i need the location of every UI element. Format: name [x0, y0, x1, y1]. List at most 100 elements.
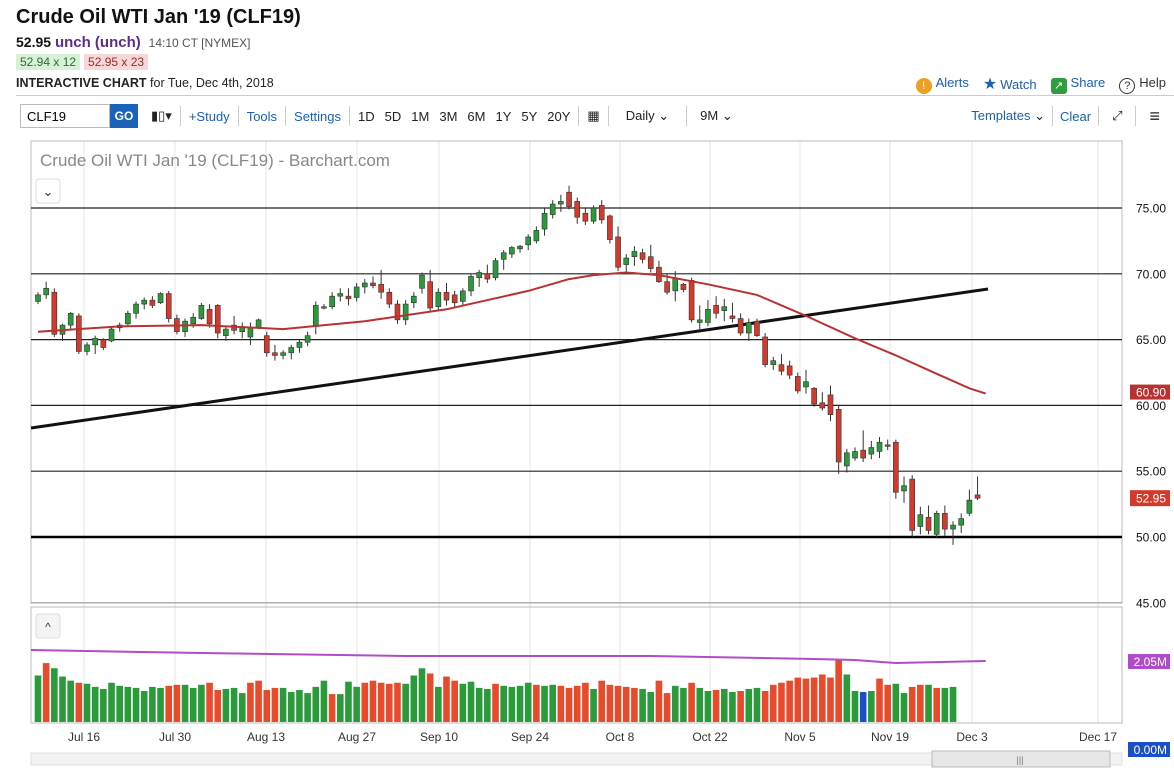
range-1d[interactable]: 1D: [358, 108, 375, 124]
range-1y[interactable]: 1Y: [495, 108, 512, 124]
chevron-down-icon: ⌄: [1034, 108, 1045, 123]
period-select[interactable]: 9M ⌄: [690, 108, 743, 124]
candle: [795, 372, 801, 394]
candle: [868, 440, 875, 460]
go-button[interactable]: GO: [110, 104, 138, 128]
candle: [958, 513, 965, 534]
svg-text:65.00: 65.00: [1136, 333, 1166, 347]
symbol-input[interactable]: [20, 104, 110, 128]
volume-bar: [655, 680, 663, 722]
chart-title: Crude Oil WTI Jan '19 (CLF19) - Barchart…: [40, 151, 390, 170]
candle: [623, 254, 630, 273]
volume-bar: [933, 687, 940, 722]
volume-bar: [917, 684, 924, 722]
candle: [607, 214, 613, 244]
watch-link[interactable]: ★ Watch: [983, 74, 1037, 94]
candle: [672, 271, 679, 302]
trend-line[interactable]: [30, 287, 989, 430]
volume-bar: [770, 684, 777, 722]
volume-bar: [786, 680, 793, 722]
help-link[interactable]: ? Help: [1119, 75, 1166, 94]
range-6m[interactable]: 6M: [467, 108, 486, 124]
price-tick: 75.00: [1130, 200, 1170, 216]
candle: [76, 313, 82, 355]
scrollbar-thumb[interactable]: [931, 750, 1111, 768]
candle: [688, 277, 695, 323]
volume-bar: [876, 678, 883, 722]
volume-bar: [263, 689, 271, 722]
candle: [157, 292, 164, 305]
price-tick: 45.00: [1130, 594, 1170, 611]
range-1m[interactable]: 1M: [411, 108, 430, 124]
volume-bar: [729, 692, 736, 722]
candle: [206, 304, 213, 328]
volume-bar: [614, 685, 622, 722]
volume-bar: [737, 691, 744, 722]
scrollbar[interactable]: |||: [30, 750, 1123, 768]
alerts-label: Alerts: [935, 74, 969, 90]
collapse-volume-button[interactable]: ^: [35, 613, 61, 639]
divider: [1135, 106, 1137, 126]
menu-icon[interactable]: ≡: [1149, 105, 1160, 126]
volume-bar: [91, 686, 99, 722]
volume-bar: [132, 687, 140, 722]
tools-button[interactable]: Tools: [246, 108, 278, 124]
volume-bar: [328, 694, 336, 722]
candle: [517, 244, 523, 253]
volume-bar: [173, 684, 181, 722]
candle: [165, 290, 172, 323]
interval-select[interactable]: Daily ⌄: [612, 108, 683, 124]
volume-bar: [59, 676, 66, 722]
range-5y[interactable]: 5Y: [521, 108, 538, 124]
volume-bar: [459, 683, 467, 722]
candle: [435, 288, 442, 311]
collapse-price-button[interactable]: ⌄: [35, 178, 61, 204]
candle: [786, 360, 793, 380]
candle: [141, 297, 148, 310]
candle: [942, 505, 948, 536]
volume-bar: [287, 692, 295, 722]
volume-bar: [51, 668, 58, 722]
expand-icon[interactable]: ⤢: [1112, 108, 1123, 123]
volume-bars: [34, 660, 957, 722]
volume-bar: [67, 680, 74, 722]
calendar-icon[interactable]: ▦: [587, 108, 600, 123]
volume-bar: [900, 693, 908, 722]
candle: [443, 283, 450, 306]
share-link[interactable]: ↗ Share: [1050, 75, 1105, 94]
volume-bar: [230, 687, 238, 722]
bid-ask: 52.94 x 12 52.95 x 23: [16, 54, 149, 70]
chart-type-icon[interactable]: ▮▯▾: [151, 108, 172, 123]
price-tick: 50.00: [1130, 529, 1170, 545]
candle: [378, 269, 384, 299]
candle: [304, 331, 311, 347]
candle: [43, 281, 49, 299]
volume-bar: [557, 685, 565, 722]
chart-caption: INTERACTIVE CHART for Tue, Dec 4th, 2018: [16, 76, 274, 90]
volume-bar: [402, 683, 409, 722]
range-3m[interactable]: 3M: [439, 108, 458, 124]
candle: [803, 369, 809, 394]
clear-button[interactable]: Clear: [1060, 108, 1092, 124]
candle: [844, 448, 850, 473]
range-20y[interactable]: 20Y: [547, 108, 571, 124]
range-5d[interactable]: 5D: [384, 108, 402, 124]
study-button[interactable]: +Study: [188, 108, 230, 124]
volume-bar: [435, 686, 442, 722]
candle: [762, 333, 768, 368]
volume-bar: [663, 693, 671, 722]
volume-bar: [631, 687, 638, 722]
candle: [149, 296, 156, 309]
volume-bar: [720, 688, 728, 722]
candle: [933, 510, 940, 539]
candle: [925, 505, 932, 535]
volume-bar: [827, 677, 834, 722]
date-tick: Jul 16: [68, 730, 100, 744]
alerts-link[interactable]: ! Alerts: [915, 74, 969, 94]
candle: [35, 292, 41, 305]
svg-text:60.00: 60.00: [1136, 399, 1166, 413]
settings-button[interactable]: Settings: [294, 108, 342, 124]
templates-select[interactable]: Templates ⌄: [971, 108, 1045, 124]
volume-bar: [467, 681, 475, 722]
ask-value: 52.95 x 23: [84, 54, 149, 70]
